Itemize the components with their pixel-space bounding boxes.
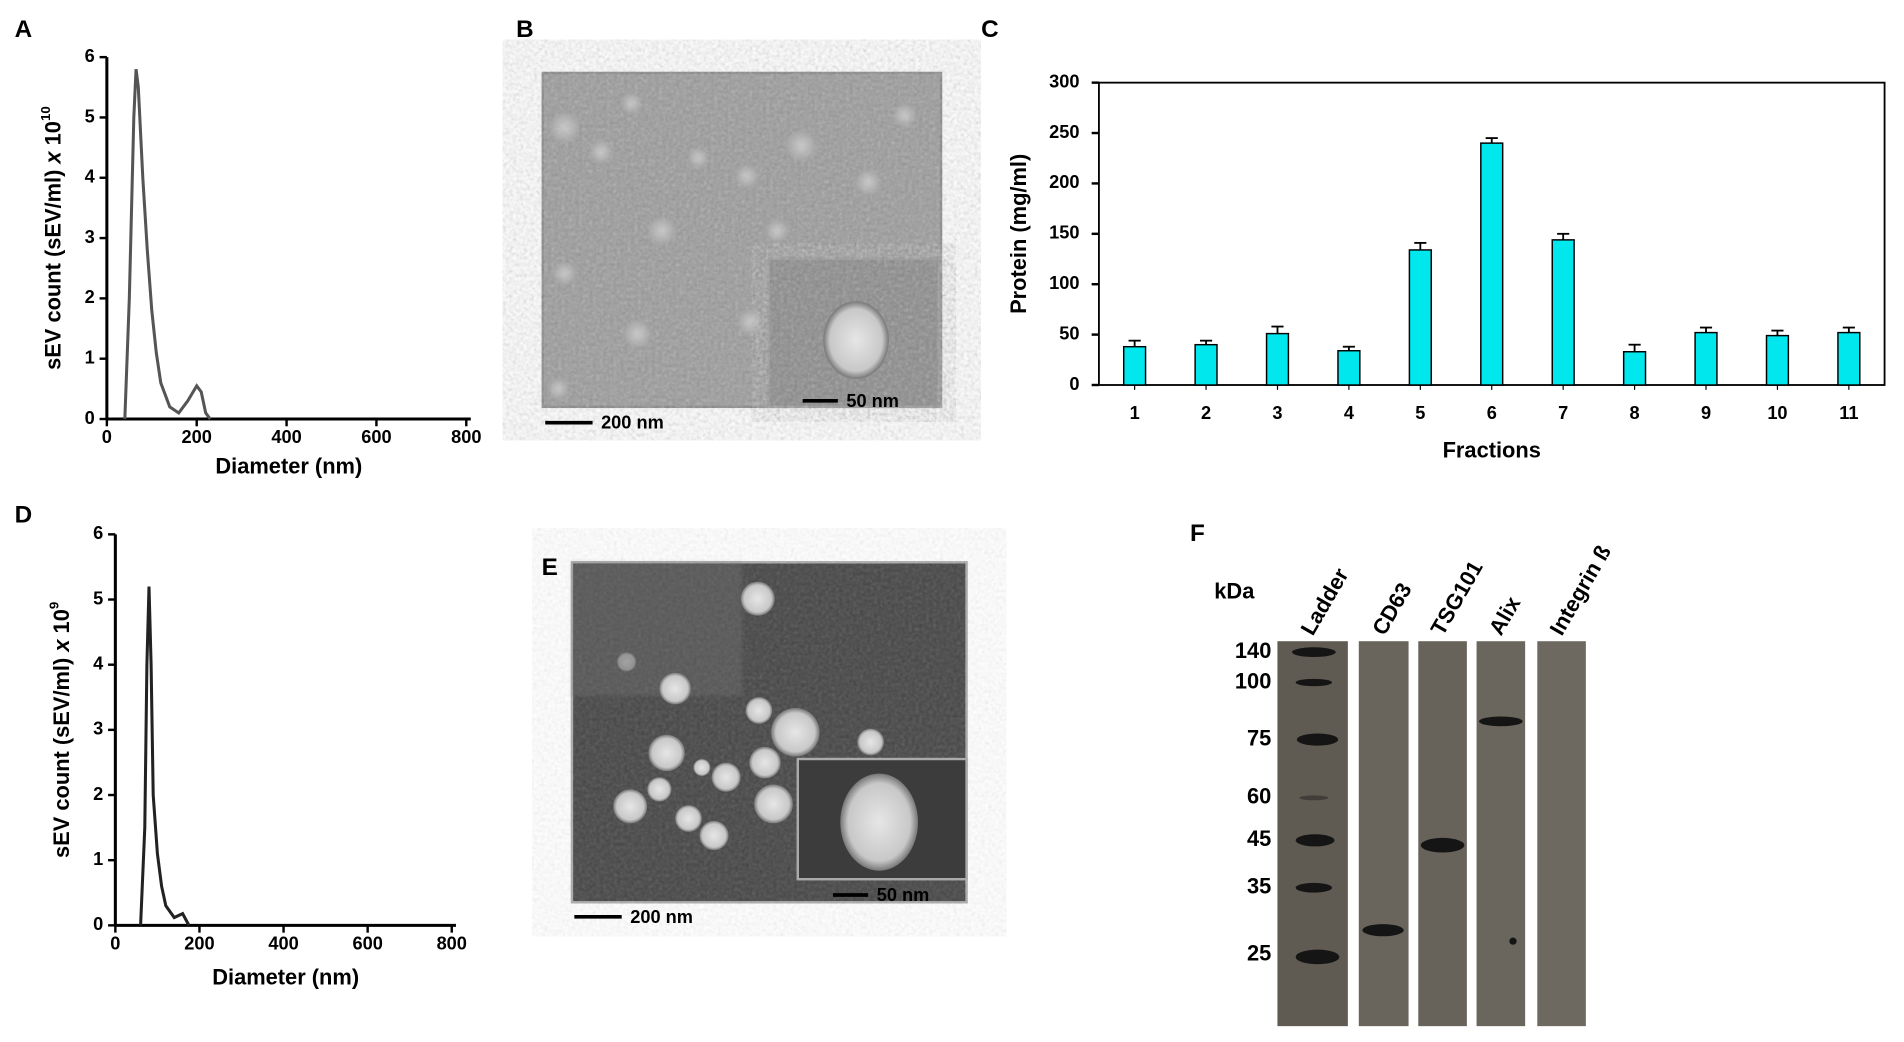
marker-label: 100	[1235, 668, 1271, 693]
scale-bar-label: 200 nm	[601, 413, 664, 433]
x-tick-label: 4	[1344, 403, 1355, 423]
x-tick-label: 400	[268, 934, 298, 954]
y-tick-label: 0	[1069, 374, 1079, 394]
bar	[1122, 345, 1147, 386]
x-axis-label: Diameter (nm)	[212, 965, 359, 990]
x-tick-label: 8	[1630, 403, 1640, 423]
y-tick-label: 6	[93, 523, 103, 543]
x-tick-label: 7	[1558, 403, 1568, 423]
x-tick-label: 2	[1201, 403, 1211, 423]
panel-label: D	[15, 502, 33, 529]
bar	[1408, 249, 1432, 386]
y-axis-label: sEV count (sEV/ml) x 1010	[38, 106, 66, 370]
panel-label: C	[981, 16, 999, 43]
panel-label: E	[542, 554, 558, 581]
bar	[1265, 332, 1290, 386]
bar	[1480, 142, 1504, 386]
y-axis-label: Protein (mg/ml)	[1006, 154, 1031, 314]
bar	[1622, 351, 1647, 386]
y-tick-label: 5	[85, 106, 95, 126]
y-tick-label: 5	[93, 588, 103, 608]
marker-label: 140	[1235, 638, 1271, 663]
x-tick-label: 800	[451, 427, 481, 447]
lane-label: TSG101	[1425, 556, 1487, 639]
x-tick-label: 11	[1839, 403, 1858, 423]
y-axis-label: sEV count (sEV/ml) x 109	[46, 602, 74, 858]
y-tick-label: 3	[93, 719, 103, 739]
y-tick-label: 300	[1049, 71, 1079, 91]
x-tick-label: 800	[437, 934, 467, 954]
y-axis-label-part: x	[40, 151, 65, 165]
panel-label: A	[15, 16, 33, 43]
bar	[1194, 343, 1218, 386]
y-tick-label: 0	[93, 914, 103, 934]
y-tick-label: 1	[85, 348, 95, 368]
y-axis-label-part: Protein (mg/ml)	[1006, 154, 1031, 314]
y-axis-label-part: x	[49, 639, 74, 653]
x-tick-label: 6	[1487, 403, 1497, 423]
x-tick-label: 10	[1767, 403, 1787, 423]
bar	[1694, 331, 1718, 386]
x-tick-label: 1	[1130, 403, 1140, 423]
marker-label: 45	[1247, 826, 1271, 851]
lane-label: Ladder	[1295, 563, 1353, 639]
x-tick-label: 5	[1415, 403, 1425, 423]
y-axis-label-part: 10	[38, 106, 53, 121]
x-tick-label: 600	[361, 427, 391, 447]
panel-label: F	[1190, 520, 1205, 547]
x-tick-label: 0	[102, 427, 112, 447]
bar	[1837, 331, 1861, 386]
x-axis-label: Diameter (nm)	[215, 453, 362, 478]
y-tick-label: 3	[85, 227, 95, 247]
x-tick-label: 0	[110, 934, 120, 954]
y-tick-label: 2	[93, 784, 103, 804]
blot-unit: kDa	[1214, 578, 1255, 603]
y-tick-label: 100	[1049, 273, 1079, 293]
y-axis-label-part: sEV count (sEV/ml)	[49, 652, 74, 858]
marker-label: 35	[1247, 873, 1271, 898]
western-blot	[1277, 641, 1586, 1027]
scale-bar-label: 200 nm	[630, 907, 693, 927]
bar	[1337, 350, 1361, 386]
y-tick-label: 6	[85, 46, 95, 66]
micrograph-b	[541, 71, 943, 425]
panel-label: B	[516, 16, 534, 43]
y-axis-label-part: 9	[46, 602, 61, 609]
bar	[1765, 334, 1790, 386]
y-tick-label: 4	[93, 654, 104, 674]
y-tick-label: 200	[1049, 172, 1079, 192]
bar	[1551, 239, 1575, 386]
micrograph-e	[570, 561, 968, 919]
marker-label: 75	[1247, 725, 1271, 750]
x-axis-label: Fractions	[1443, 438, 1541, 463]
lane-label: CD63	[1367, 578, 1417, 639]
y-axis-label-part: 10	[40, 121, 65, 151]
y-tick-label: 2	[85, 287, 95, 307]
data-line	[123, 69, 212, 420]
x-tick-label: 400	[271, 427, 301, 447]
marker-label: 25	[1247, 940, 1271, 965]
x-tick-label: 200	[184, 934, 214, 954]
x-tick-label: 9	[1701, 403, 1711, 423]
y-axis-label-part: 10	[49, 609, 74, 639]
x-tick-label: 3	[1272, 403, 1282, 423]
y-axis-label-part: sEV count (sEV/ml)	[40, 164, 65, 370]
y-tick-label: 0	[85, 408, 95, 428]
marker-label: 60	[1247, 784, 1271, 809]
inset-scale-bar-label: 50 nm	[846, 391, 899, 411]
y-tick-label: 250	[1049, 122, 1079, 142]
x-tick-label: 200	[182, 427, 212, 447]
y-tick-label: 1	[93, 849, 103, 869]
lane-label: Integrin ß	[1544, 541, 1615, 640]
data-line	[139, 586, 191, 927]
y-tick-label: 150	[1049, 223, 1079, 243]
y-tick-label: 4	[85, 167, 96, 187]
y-tick-label: 50	[1059, 323, 1079, 343]
inset-scale-bar-label: 50 nm	[877, 885, 930, 905]
lane-label: Alix	[1484, 592, 1526, 639]
x-tick-label: 600	[352, 934, 382, 954]
